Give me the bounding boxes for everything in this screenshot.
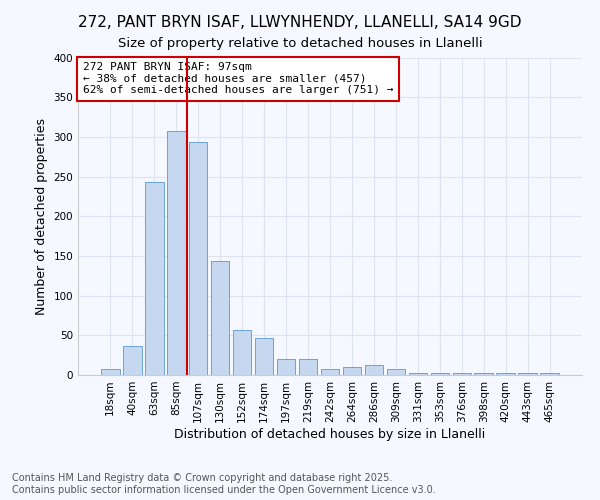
Bar [123, 346, 142, 375]
Text: 272, PANT BRYN ISAF, LLWYNHENDY, LLANELLI, SA14 9GD: 272, PANT BRYN ISAF, LLWYNHENDY, LLANELL… [78, 15, 522, 30]
Bar [386, 368, 405, 375]
Bar [189, 142, 208, 375]
Y-axis label: Number of detached properties: Number of detached properties [35, 118, 48, 315]
Bar [299, 359, 317, 375]
Text: 272 PANT BRYN ISAF: 97sqm
← 38% of detached houses are smaller (457)
62% of semi: 272 PANT BRYN ISAF: 97sqm ← 38% of detac… [83, 62, 394, 96]
Text: Contains HM Land Registry data © Crown copyright and database right 2025.
Contai: Contains HM Land Registry data © Crown c… [12, 474, 436, 495]
Bar [452, 372, 471, 375]
Bar [409, 372, 427, 375]
Bar [255, 338, 274, 375]
Bar [475, 374, 493, 375]
Text: Size of property relative to detached houses in Llanelli: Size of property relative to detached ho… [118, 38, 482, 51]
Bar [211, 262, 229, 375]
Bar [233, 330, 251, 375]
Bar [277, 359, 295, 375]
Bar [167, 132, 185, 375]
Bar [496, 374, 515, 375]
Bar [541, 372, 559, 375]
Bar [343, 367, 361, 375]
Bar [101, 368, 119, 375]
Bar [518, 374, 537, 375]
X-axis label: Distribution of detached houses by size in Llanelli: Distribution of detached houses by size … [175, 428, 485, 440]
Bar [320, 368, 340, 375]
Bar [365, 366, 383, 375]
Bar [145, 182, 164, 375]
Bar [431, 372, 449, 375]
